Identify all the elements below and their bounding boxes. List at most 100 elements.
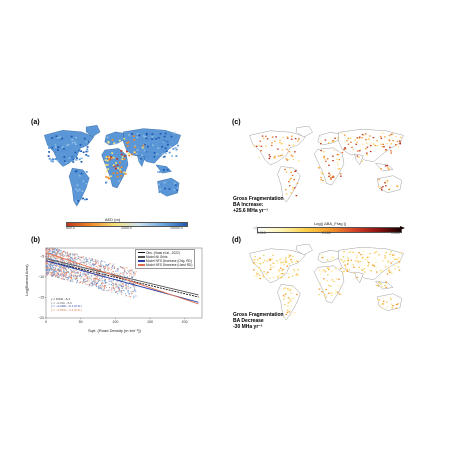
- scatter-point: [63, 267, 65, 270]
- map-pixel: [285, 260, 287, 262]
- map-pixel: [289, 300, 292, 302]
- map-pixel: [79, 171, 82, 174]
- scatter-point: [59, 273, 61, 275]
- map-pixel: [76, 190, 79, 192]
- scatter-point: [60, 272, 62, 274]
- map-pixel: [269, 264, 272, 266]
- scatter-point: [75, 253, 77, 255]
- map-pixel: [257, 272, 260, 274]
- map-pixel: [75, 153, 78, 155]
- scatter-point: [112, 271, 114, 273]
- map-pixel: [83, 137, 86, 140]
- panel-d: (d) Gross Fragmentation BA Decrease -30 …: [231, 236, 421, 341]
- scatter-point: [110, 269, 112, 271]
- map-pixel: [291, 275, 294, 277]
- map-pixel: [329, 174, 331, 176]
- scatter-point: [47, 250, 49, 253]
- scatter-point: [60, 258, 62, 260]
- map-pixel: [391, 307, 394, 309]
- map-pixel: [287, 297, 290, 299]
- map-pixel: [318, 288, 321, 290]
- scatter-point: [73, 254, 75, 256]
- scatter-point: [100, 261, 102, 263]
- map-pixel: [341, 151, 344, 154]
- scatter-point: [95, 262, 97, 264]
- map-pixel: [331, 176, 334, 178]
- scatter-point: [45, 261, 47, 263]
- map-pixel: [344, 260, 346, 262]
- map-pixel: [148, 151, 151, 153]
- map-pixel: [342, 256, 345, 258]
- scatter-point: [72, 279, 74, 281]
- map-pixel: [151, 133, 154, 135]
- map-pixel: [290, 177, 292, 180]
- scatter-point: [118, 286, 120, 288]
- map-pixel: [284, 296, 286, 298]
- map-pixel: [320, 179, 323, 181]
- regression-line: [45, 252, 199, 305]
- map-pixel: [382, 300, 385, 302]
- map-pixel: [163, 181, 166, 184]
- map-pixel: [56, 139, 59, 142]
- map-pixel: [279, 155, 282, 157]
- map-pixel: [76, 157, 78, 159]
- map-pixel: [283, 298, 285, 301]
- scatter-point: [114, 289, 116, 291]
- scatter-point: [94, 259, 96, 261]
- map-pixel: [106, 170, 108, 173]
- map-pixel: [253, 269, 255, 271]
- map-pixel: [390, 150, 392, 152]
- map-pixel: [333, 140, 335, 142]
- scatter-point: [95, 263, 97, 265]
- scatter-point: [61, 271, 63, 273]
- map-pixel: [117, 167, 120, 169]
- map-pixel: [295, 274, 298, 276]
- continent-south-america: [68, 167, 90, 207]
- map-pixel: [343, 270, 345, 272]
- scatter-point: [82, 273, 84, 275]
- map-pixel: [284, 168, 286, 171]
- scatter-point: [111, 285, 113, 287]
- map-pixel: [333, 176, 335, 178]
- scatter-point: [55, 256, 57, 258]
- scatter-point: [52, 266, 55, 269]
- scatter-point: [129, 275, 131, 277]
- map-pixel: [346, 263, 349, 265]
- map-pixel: [56, 137, 59, 139]
- map-pixel: [53, 144, 56, 147]
- map-pixel: [369, 252, 371, 255]
- map-pixel: [398, 257, 400, 259]
- map-pixel: [155, 154, 158, 157]
- map-pixel: [388, 138, 390, 140]
- map-pixel: [356, 257, 358, 259]
- scatter-point: [73, 262, 75, 265]
- scatter-point: [116, 270, 119, 272]
- scatter-point: [75, 276, 77, 279]
- map-pixel: [259, 263, 262, 265]
- map-pixel: [260, 150, 262, 152]
- scatter-point: [112, 288, 114, 290]
- map-pixel: [380, 283, 382, 285]
- map-pixel: [164, 147, 167, 150]
- continent-australia: [377, 175, 402, 193]
- scatter-point: [135, 290, 137, 292]
- map-pixel: [267, 271, 269, 273]
- x-tick-label: 100: [112, 320, 118, 324]
- map-pixel: [378, 178, 380, 181]
- continent-north-america: [249, 130, 306, 166]
- map-pixel: [163, 140, 166, 143]
- map-pixel: [352, 264, 355, 266]
- scatter-point: [49, 271, 51, 273]
- map-pixel: [80, 150, 83, 153]
- map-pixel: [285, 313, 287, 316]
- scatter-point: [133, 290, 135, 292]
- map-pixel: [289, 185, 291, 187]
- map-pixel: [356, 155, 359, 157]
- map-pixel: [262, 137, 265, 139]
- map-pixel: [153, 152, 156, 154]
- caption-line: BA Decrease: [233, 318, 264, 324]
- scatter-point: [70, 257, 72, 259]
- scatter-point: [97, 280, 99, 282]
- map-pixel: [399, 142, 401, 144]
- scatter-point: [67, 277, 69, 279]
